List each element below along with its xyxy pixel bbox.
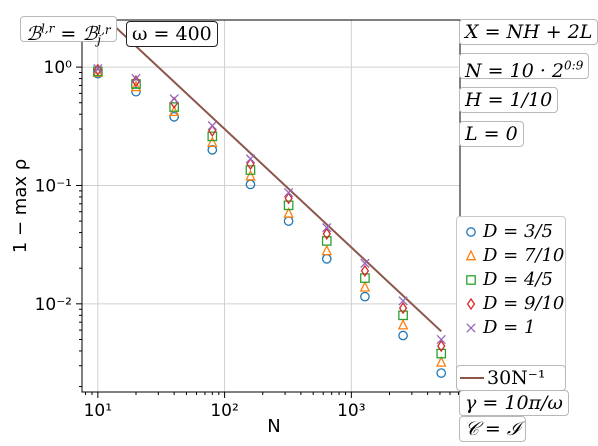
reference-line-group: [105, 17, 442, 333]
data-point: [169, 94, 179, 104]
legend-item: D = 7/10: [457, 244, 567, 268]
data-point: [435, 355, 447, 367]
data-point: [245, 154, 256, 164]
data-point: [208, 124, 217, 137]
data-point: [436, 368, 447, 378]
x-tick-label: 10¹: [84, 401, 112, 421]
data-point: [398, 301, 408, 315]
data-point: [207, 131, 218, 142]
data-point: [245, 169, 256, 181]
data-point: [131, 79, 141, 89]
omega-annotation: ω = 400: [126, 21, 218, 47]
legend-label: D = 1: [483, 317, 536, 338]
h-definition-annotation: H = 1/10: [459, 87, 559, 113]
data-point: [436, 334, 446, 345]
series-3: [92, 66, 447, 359]
data-point: [398, 296, 408, 306]
legend-label: D = 7/10: [483, 245, 565, 266]
grid-lines: [82, 20, 460, 392]
data-point: [321, 236, 332, 246]
reference-line-label: 30N⁻¹: [487, 367, 546, 389]
legend-marker-shape: [465, 249, 477, 261]
data-point: [360, 264, 370, 278]
reference-line: [105, 17, 442, 333]
data-point: [207, 144, 218, 155]
c-definition-annotation: 𝒞 = ℐ: [459, 416, 527, 442]
legend-marker-shape: [466, 323, 476, 333]
data-point: [245, 165, 256, 175]
plot-area-background: [82, 20, 460, 392]
legend-marker: [465, 249, 477, 261]
x-definition-annotation: X = NH + 2L: [459, 19, 598, 45]
legend-marker: [466, 275, 476, 285]
reference-line-swatch: [460, 377, 484, 379]
legend-label: D = 4/5: [483, 269, 553, 290]
x-tick-label: 10²: [210, 401, 238, 421]
y-tick-label: 10⁻²: [35, 295, 72, 315]
data-point: [322, 223, 332, 233]
reference-line-legend: 30N⁻¹: [456, 365, 566, 391]
data-point: [398, 330, 408, 341]
legend-item: D = 9/10: [457, 292, 567, 316]
data-point: [130, 80, 142, 92]
data-point: [246, 157, 255, 171]
x-tick-label: 10³: [337, 401, 365, 421]
n-definition-text: N = 10 · 20:9: [465, 59, 584, 83]
data-point: [169, 111, 179, 122]
data-point: [283, 200, 294, 211]
series-5: [93, 64, 446, 345]
legend-item: D = 3/5: [457, 220, 567, 244]
data-point: [437, 339, 446, 353]
data-point: [321, 244, 333, 256]
x-axis-label: N: [267, 416, 280, 437]
data-point: [93, 63, 103, 76]
data-point: [360, 273, 370, 283]
data-point: [283, 206, 294, 218]
legend-marker-shape: [466, 297, 476, 311]
data-point: [131, 75, 141, 88]
legend-item: D = 4/5: [457, 268, 567, 292]
legend: D = 3/5 D = 7/10 D = 4/5 D = 9/10 D = 1: [456, 216, 566, 386]
legend-marker: [466, 323, 476, 333]
plot-frame: [81, 19, 461, 393]
data-point: [131, 73, 141, 84]
data-point: [284, 192, 293, 205]
legend-label: D = 3/5: [483, 221, 553, 242]
l-definition-annotation: L = 0: [459, 121, 524, 147]
legend-marker-shape: [466, 227, 476, 237]
legend-item: D = 1: [457, 316, 567, 340]
data-point: [207, 121, 217, 131]
data-point: [398, 310, 408, 321]
y-tick-group: 10⁰ 10⁻¹ 10⁻²: [35, 30, 82, 388]
data-point: [359, 280, 371, 292]
data-point: [169, 102, 179, 112]
data-point: [207, 136, 218, 148]
data-point: [397, 318, 409, 330]
legend-marker: [466, 297, 476, 311]
gamma-annotation: γ = 10π/ω: [459, 390, 569, 416]
data-point: [360, 291, 370, 302]
data-points-group: [92, 63, 447, 378]
legend-marker-shape: [466, 275, 476, 285]
y-tick-label: 10⁻¹: [35, 176, 72, 196]
y-axis-label: 1 − max ρ: [10, 159, 31, 253]
n-definition-annotation: N = 10 · 20:9: [459, 53, 590, 83]
x-tick-group: 10¹ 10² 10³: [84, 392, 459, 421]
data-point: [436, 348, 447, 359]
data-point: [93, 64, 103, 74]
data-point: [322, 227, 331, 241]
data-point: [360, 258, 370, 268]
legend-label: D = 9/10: [483, 293, 565, 314]
data-point: [283, 187, 294, 198]
boundary-annotation: ℬl,r = ℬl,r j: [20, 16, 117, 48]
y-tick-label: 10⁰: [44, 58, 73, 78]
boundary-text: ℬl,r = ℬl,r j: [26, 22, 111, 48]
legend-marker: [466, 227, 476, 237]
data-point: [131, 86, 141, 97]
